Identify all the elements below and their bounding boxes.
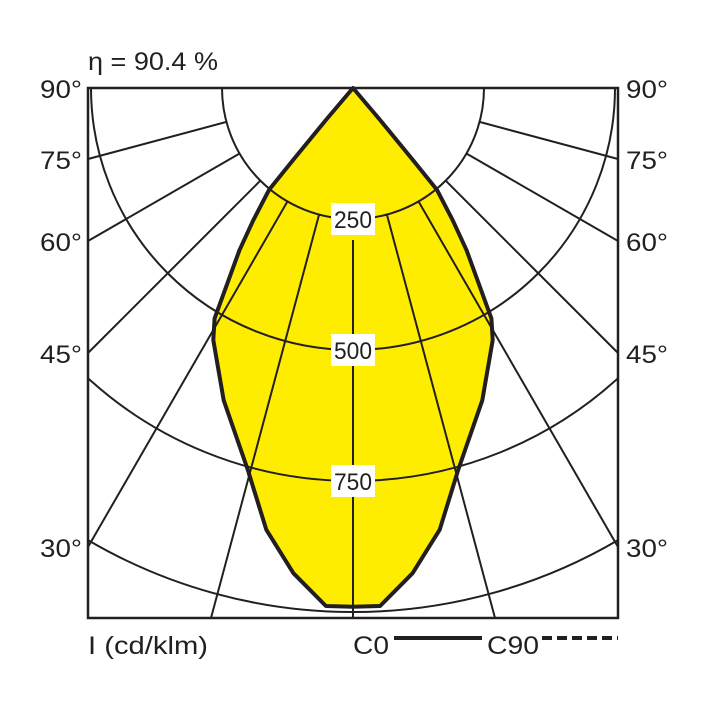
angle-labels: 30° 30° 45° 45° 60° 60° 75° 75° 90° 90°: [40, 76, 668, 563]
angle-label-right: 45°: [626, 341, 668, 369]
radial-label-box: [331, 465, 375, 497]
radial-label: 250: [334, 207, 372, 234]
angle-label-right: 75°: [626, 147, 668, 175]
grid-ray-30: [417, 200, 619, 548]
legend-label-c90: C90: [487, 632, 539, 660]
legend-label-c0: C0: [353, 632, 389, 660]
grid-ray--45: [87, 179, 262, 354]
angle-label-left: 45°: [40, 341, 82, 369]
radial-label-box: [331, 334, 375, 366]
angle-label-right: 90°: [626, 76, 668, 104]
chart-title: η = 90.4 %: [88, 48, 218, 76]
radial-label: 750: [334, 469, 372, 496]
grid-ray-15: [385, 214, 496, 619]
radial-labels: 250 500 750: [331, 203, 375, 497]
grid-ray--15: [210, 214, 321, 619]
radial-label-box: [331, 203, 375, 235]
angle-label-right: 60°: [626, 229, 668, 257]
grid-ray-75: [479, 120, 619, 160]
grid-ray-60: [465, 152, 619, 242]
grid-ray--75: [87, 120, 227, 160]
legend: C0 C90: [353, 632, 618, 660]
grid-ray-45: [444, 179, 619, 354]
angle-label-left: 75°: [40, 147, 82, 175]
grid-ray--30: [87, 200, 289, 548]
angle-label-left: 90°: [40, 76, 82, 104]
grid-ray--60: [87, 152, 241, 242]
unit-label: I (cd/klm): [88, 632, 208, 660]
angle-label-right: 30°: [626, 535, 668, 563]
angle-label-left: 60°: [40, 229, 82, 257]
radial-label: 500: [334, 338, 372, 365]
angle-label-left: 30°: [40, 535, 82, 563]
plot-frame: [86, 86, 620, 620]
polar-grid: [87, 87, 619, 619]
